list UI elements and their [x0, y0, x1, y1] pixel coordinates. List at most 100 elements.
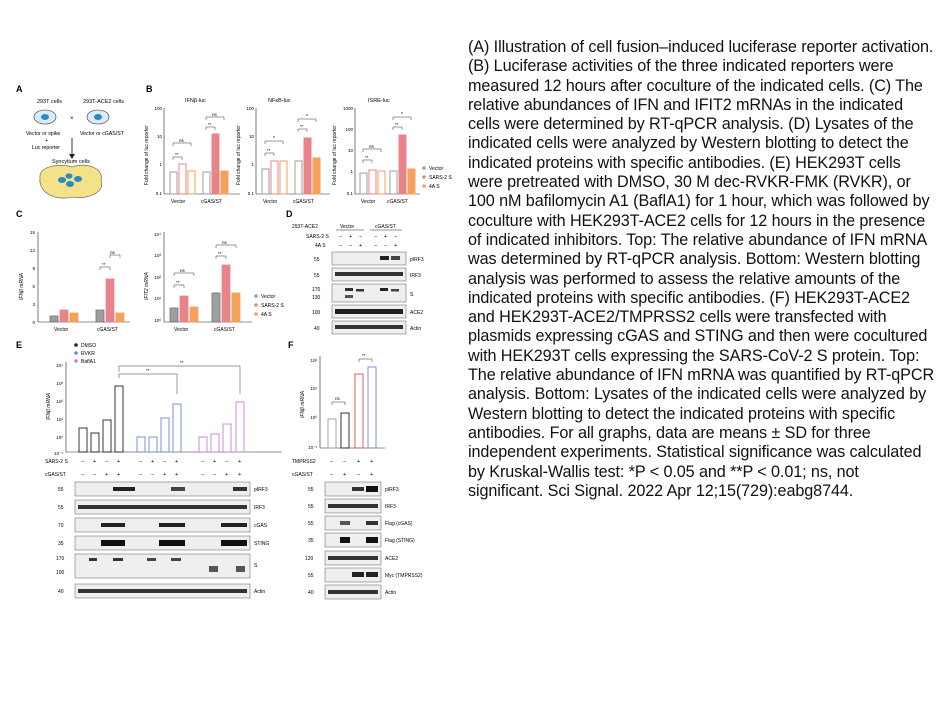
d-sign: −	[384, 243, 387, 249]
c-legend-swatch-4as	[254, 312, 258, 316]
e-band	[89, 558, 97, 561]
b2-tick: 1	[251, 162, 254, 167]
b2-tick: 100	[246, 106, 254, 111]
b-legend-swatch-4as	[422, 184, 426, 188]
d-band	[380, 288, 388, 291]
f-band	[340, 521, 350, 525]
e-sign: −	[213, 472, 216, 478]
d-group-label: cGAS/ST	[375, 224, 396, 230]
f-sign: −	[343, 459, 346, 465]
b2-sig-label: *	[306, 114, 308, 120]
f-sig-label: **	[362, 353, 366, 358]
c-legend-label: SARS-2 S	[261, 303, 284, 309]
b1-tick: 10	[157, 134, 163, 139]
f-sig-bracket	[358, 358, 373, 362]
b2-bar-cgas-vector	[294, 160, 303, 195]
e-band	[236, 566, 245, 572]
e-band	[101, 523, 125, 527]
b2-title: NFκB-luc	[268, 98, 291, 104]
e-sig-label: **	[146, 368, 150, 373]
e-mw-label: 170	[56, 556, 65, 562]
e-band	[209, 566, 218, 572]
d-sign: −	[374, 243, 377, 249]
d-blot-pirf3	[331, 251, 407, 266]
e-bar	[160, 417, 170, 453]
d-sign: +	[349, 234, 352, 240]
e-mw-label: 100	[56, 570, 65, 576]
b1-bar-cgas-4as	[220, 170, 229, 195]
e-sign: +	[117, 472, 120, 478]
e-band	[113, 558, 123, 561]
f-blot-flag-cgas	[324, 515, 382, 531]
e-band-label: pIRF3	[254, 487, 268, 493]
e-bar	[222, 423, 232, 453]
f-tick: 10²	[310, 358, 317, 363]
vector-spike-label: Vector or spike	[26, 131, 60, 137]
d-mw-label: 100	[312, 310, 321, 316]
c1-bar-vector-4as	[69, 312, 79, 323]
e-tick: 10³	[56, 381, 63, 386]
d-band	[391, 256, 400, 260]
d-band-label: Actin	[410, 326, 421, 332]
f-mw-label: 55	[308, 504, 314, 510]
f-ylabel: IFNβ mRNA	[300, 390, 306, 418]
e-legend-label: RVKR	[81, 351, 95, 357]
f-sig-bracket	[331, 401, 346, 405]
c2-tick: 10³	[154, 253, 161, 258]
d-band	[391, 289, 399, 292]
e-sign: −	[81, 459, 84, 465]
b1-bar-vector-vector	[169, 171, 178, 195]
e-tick: 10²	[56, 399, 63, 404]
d-row-label: SARS-2 S	[306, 234, 329, 240]
e-legend-swatch-rvkr	[74, 351, 78, 355]
b2-tick: 10	[249, 134, 255, 139]
d-band	[380, 256, 389, 260]
e-legend-swatch-dmso	[74, 343, 78, 347]
c1-sig-label: ns	[110, 250, 116, 255]
b1-sig-label: ns	[212, 112, 218, 117]
f-band	[352, 572, 364, 577]
e-tick: 10¹	[56, 417, 63, 422]
d-row-label: 293T-ACE2	[292, 224, 318, 230]
e-bar	[90, 432, 100, 453]
c1-tick: 12	[30, 248, 36, 253]
e-blot-pirf3	[74, 481, 251, 497]
syncytium-label: Syncytium cells	[52, 159, 90, 165]
c1-sig-bracket	[109, 254, 121, 258]
f-sign: +	[370, 459, 373, 465]
f-band	[340, 537, 350, 543]
d-band	[335, 325, 403, 329]
b3-bar-vector-sars2s	[368, 169, 377, 195]
e-mw-label: 70	[58, 523, 64, 529]
e-sign: +	[238, 472, 241, 478]
c1-bar-cgas-4as	[115, 312, 125, 323]
c2-sig-bracket	[215, 255, 227, 259]
b1-tick: 0.1	[156, 191, 163, 196]
c2-cat-label: cGAS/ST	[214, 327, 235, 333]
panel-e-letter: E	[16, 340, 22, 350]
c-legend-label: Vector	[261, 294, 276, 300]
f-sign: +	[357, 459, 360, 465]
c2-bar-cgas-vector	[211, 292, 221, 323]
e-bar	[102, 419, 112, 453]
c2-tick: 10¹	[154, 296, 161, 301]
f-blot-flag-sting	[324, 532, 382, 548]
e-sign: −	[105, 459, 108, 465]
e-row-label: SARS-2 S	[45, 459, 68, 465]
luc-reporter-label: Luc reporter	[32, 145, 60, 151]
c2-cat-label: Vector	[174, 327, 189, 333]
d-sign: −	[339, 234, 342, 240]
e-legend-swatch-bafl	[74, 359, 78, 363]
f-sign-row-2: − + − +	[330, 472, 373, 478]
b3-sig-bracket	[392, 116, 412, 120]
d-sign-row-1: − + − − + −	[339, 234, 397, 240]
f-bar	[367, 366, 377, 449]
c2-tick: 10⁰	[154, 318, 161, 323]
b3-sig-label: **	[395, 122, 399, 127]
b2-ylabel: Fold change of luc reporter	[236, 125, 242, 185]
c1-bar-cgas-vector	[95, 309, 105, 323]
b-legend-label: 4A S	[429, 184, 440, 190]
e-band	[221, 523, 247, 527]
e-sign: −	[201, 472, 204, 478]
e-sign: +	[238, 459, 241, 465]
